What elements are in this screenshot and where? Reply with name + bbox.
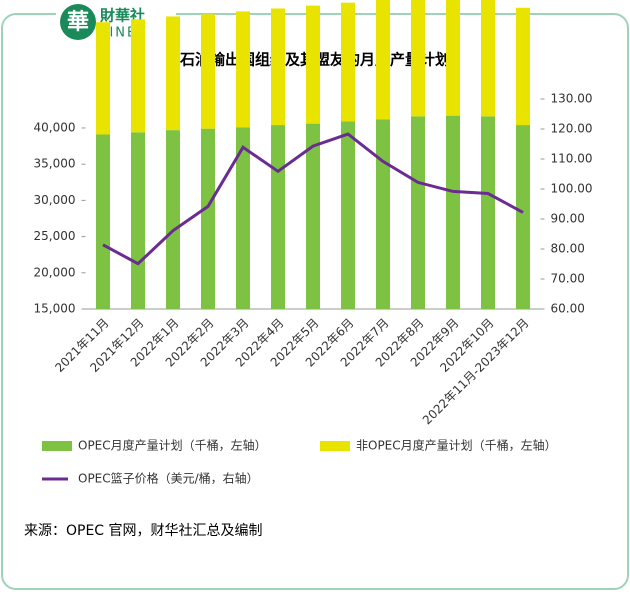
y2-tick-label: 80.00 <box>551 242 585 256</box>
y2-tick-label: 60.00 <box>551 302 585 316</box>
bar <box>201 128 215 309</box>
bar <box>516 125 530 309</box>
y-tick-label: 25,000 <box>34 229 76 243</box>
bar <box>306 5 320 124</box>
logo-mark: 華 <box>67 10 89 35</box>
y-tick-label: 15,000 <box>34 302 76 316</box>
bar <box>516 7 530 126</box>
bar <box>376 119 390 309</box>
y2-tick-label: 130.00 <box>551 92 593 106</box>
price-line <box>102 132 524 266</box>
y2-tick-label: 110.00 <box>551 152 593 166</box>
bar <box>411 116 425 310</box>
bar <box>376 0 390 120</box>
bar <box>271 125 285 309</box>
bar <box>166 16 180 131</box>
logo-circle <box>60 4 96 40</box>
bar <box>481 116 495 310</box>
bar <box>236 11 250 128</box>
y2-tick-label: 120.00 <box>551 122 593 136</box>
bar <box>166 130 180 309</box>
bar <box>131 132 145 309</box>
bar <box>201 14 215 129</box>
bar <box>96 134 110 309</box>
y-tick-label: 30,000 <box>34 193 76 207</box>
legend-swatch <box>42 441 72 451</box>
legend-swatch <box>320 441 350 451</box>
bar <box>446 0 460 116</box>
y2-tick-label: 70.00 <box>551 272 585 286</box>
bar <box>341 121 355 309</box>
y-tick-label: 40,000 <box>34 120 76 134</box>
bar <box>341 2 355 122</box>
bar <box>131 19 145 133</box>
bar <box>306 123 320 309</box>
bar <box>411 0 425 117</box>
y-tick-label: 20,000 <box>34 265 76 279</box>
bar <box>96 22 110 135</box>
y2-tick-label: 90.00 <box>551 212 585 226</box>
legend-label: OPEC月度产量计划（千桶，左轴） <box>78 438 267 453</box>
bar <box>481 0 495 117</box>
bar <box>236 127 250 309</box>
source: 来源：OPEC 官网，财华社汇总及编制 <box>24 523 263 539</box>
bar <box>271 8 285 126</box>
y2-tick-label: 100.00 <box>551 182 593 196</box>
legend-label: 非OPEC月度产量计划（千桶，左轴） <box>356 438 557 453</box>
legend-label: OPEC篮子价格（美元/桶，右轴） <box>78 471 259 486</box>
bar <box>446 115 460 309</box>
y-tick-label: 35,000 <box>34 157 76 171</box>
